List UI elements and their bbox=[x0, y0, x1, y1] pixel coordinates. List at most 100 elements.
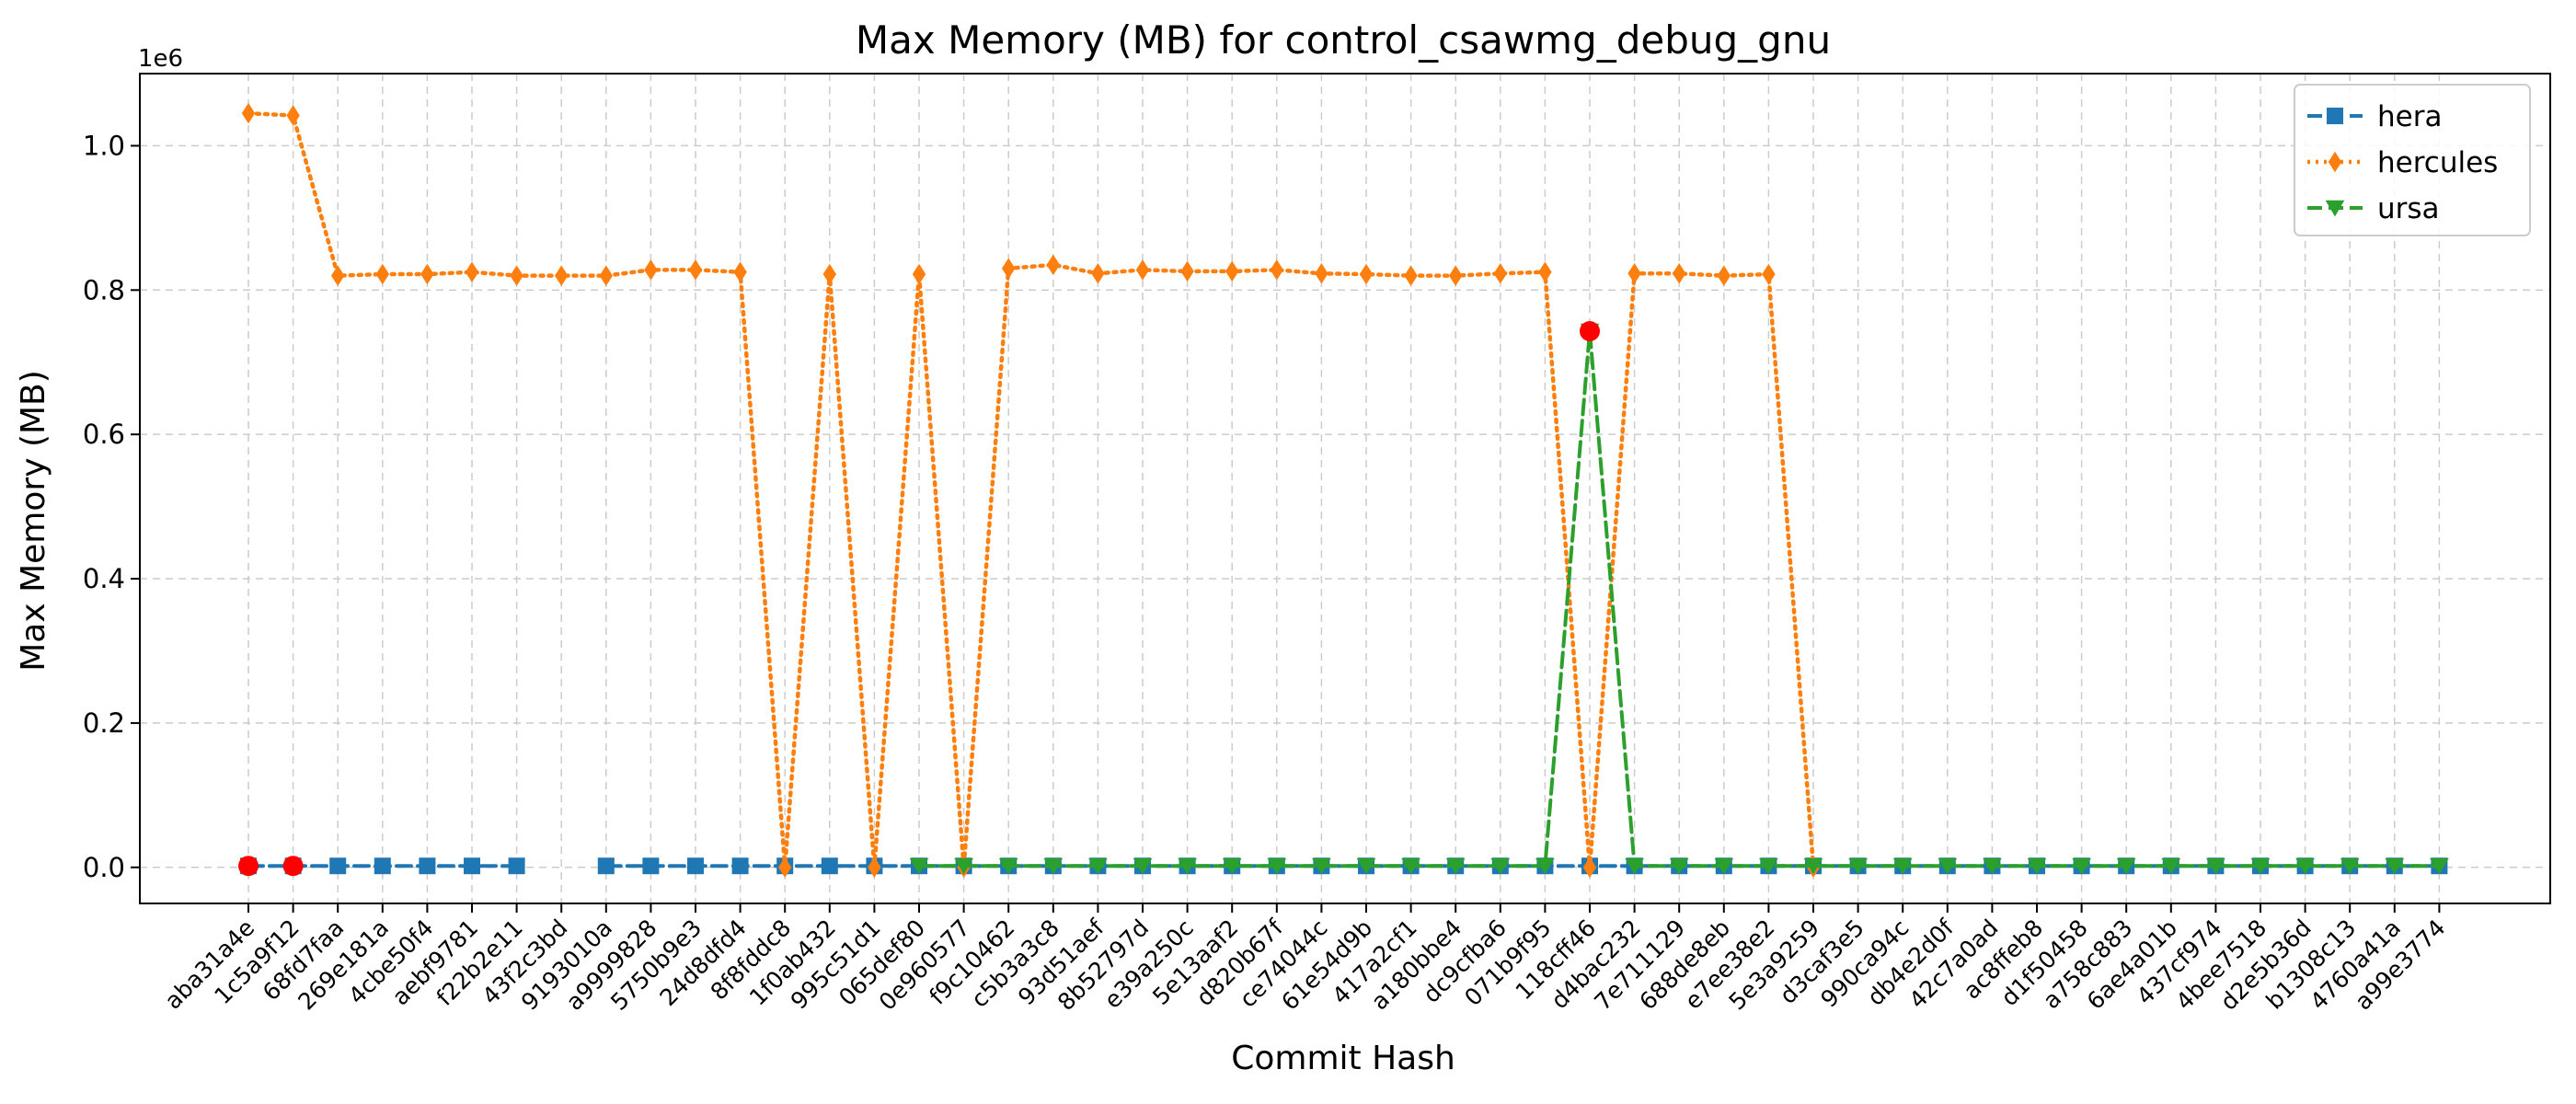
series-ursa bbox=[909, 323, 2449, 875]
data-point-hercules bbox=[733, 261, 747, 282]
data-point-hercules bbox=[868, 857, 881, 879]
y-tick-label: 0.8 bbox=[83, 274, 125, 305]
data-point-ursa bbox=[1803, 857, 1823, 875]
y-tick-label: 0.6 bbox=[83, 419, 125, 450]
data-point-ursa bbox=[2430, 857, 2449, 875]
data-point-hercules bbox=[1673, 263, 1686, 284]
data-point-ursa bbox=[1445, 857, 1466, 875]
data-point-hercules bbox=[1270, 259, 1283, 281]
data-point-hera bbox=[821, 857, 838, 875]
data-point-hercules bbox=[1538, 261, 1552, 282]
data-point-hercules bbox=[1091, 263, 1105, 284]
data-point-hercules bbox=[555, 265, 569, 286]
data-point-ursa bbox=[1043, 857, 1064, 875]
data-point-ursa bbox=[1401, 857, 1420, 875]
data-point-ursa bbox=[1312, 857, 1331, 875]
data-point-ursa bbox=[1535, 857, 1555, 875]
data-point-ursa bbox=[954, 857, 973, 875]
data-point-hera bbox=[642, 857, 660, 875]
plot-frame bbox=[139, 73, 2551, 904]
data-point-hercules bbox=[1002, 258, 1016, 280]
data-point-hercules bbox=[331, 265, 345, 286]
data-point-ursa bbox=[1759, 857, 1778, 875]
data-point-ursa bbox=[2027, 857, 2047, 875]
data-point-ursa bbox=[1222, 857, 1242, 875]
legend: hera hercules ursa bbox=[2294, 84, 2531, 236]
data-point-hera bbox=[329, 857, 347, 875]
data-point-hercules bbox=[1582, 857, 1597, 879]
data-point-ursa bbox=[2295, 857, 2315, 875]
y-tick-label: 1.0 bbox=[83, 130, 125, 161]
y-tick-label: 0.2 bbox=[83, 707, 125, 739]
data-point-hercules bbox=[1180, 260, 1194, 282]
data-point-ursa bbox=[1178, 857, 1197, 875]
data-point-hera bbox=[731, 857, 749, 875]
series-layer bbox=[238, 102, 2449, 879]
data-point-ursa bbox=[1938, 857, 1958, 875]
data-point-ursa bbox=[1669, 857, 1689, 875]
highlighted-points bbox=[238, 321, 1600, 877]
data-point-hera bbox=[464, 857, 480, 875]
y-tick-label: 0.4 bbox=[83, 563, 125, 594]
y-tick-label: 0.0 bbox=[83, 852, 125, 883]
data-point-ursa bbox=[1983, 857, 2002, 875]
data-point-hercules bbox=[1493, 263, 1507, 284]
y-axis-title: Max Memory (MB) bbox=[15, 370, 52, 672]
y-scale-label: 1e6 bbox=[138, 45, 183, 73]
data-point-ursa bbox=[2161, 857, 2181, 875]
data-point-ursa bbox=[1625, 857, 1644, 875]
data-point-hercules bbox=[510, 265, 523, 286]
data-point-ursa bbox=[1714, 857, 1734, 875]
grid-lines bbox=[140, 74, 2550, 903]
legend-box bbox=[2294, 84, 2531, 236]
data-point-hercules bbox=[1627, 263, 1641, 284]
highlighted-point bbox=[282, 856, 304, 877]
data-point-hercules bbox=[1046, 254, 1060, 276]
data-point-hercules bbox=[286, 105, 300, 126]
series-line-hercules bbox=[246, 110, 1816, 870]
data-point-ursa bbox=[1490, 857, 1511, 875]
data-point-hercules bbox=[465, 261, 479, 282]
legend-marker bbox=[2325, 200, 2345, 217]
legend-item-hercules: hercules bbox=[2307, 146, 2498, 179]
data-point-ursa bbox=[1133, 857, 1153, 875]
data-point-hercules bbox=[1449, 265, 1463, 286]
data-point-hera bbox=[687, 857, 704, 875]
data-point-ursa bbox=[1892, 857, 1913, 875]
data-point-ursa bbox=[1848, 857, 1868, 875]
data-point-ursa bbox=[2206, 857, 2225, 875]
highlighted-point bbox=[1580, 321, 1600, 342]
data-point-hercules bbox=[599, 265, 613, 286]
data-point-hercules bbox=[1225, 260, 1239, 282]
highlighted-point bbox=[238, 856, 259, 877]
chart-title: Max Memory (MB) for control_csawmg_debug… bbox=[856, 17, 1831, 63]
data-point-hercules bbox=[778, 857, 792, 879]
y-axis: 0.0 0.2 0.4 0.6 0.8 1.0 bbox=[83, 130, 140, 883]
data-point-hercules bbox=[1315, 263, 1328, 284]
data-point-ursa bbox=[2116, 857, 2136, 875]
legend-item-hera: hera bbox=[2307, 100, 2442, 133]
data-point-ursa bbox=[1088, 857, 1108, 875]
data-point-hera bbox=[374, 857, 391, 875]
data-point-hera bbox=[419, 857, 436, 875]
data-point-hercules bbox=[1359, 263, 1374, 285]
data-point-hercules bbox=[1717, 265, 1731, 286]
legend-marker bbox=[2328, 151, 2342, 173]
data-point-ursa bbox=[1267, 857, 1287, 875]
data-point-ursa bbox=[2340, 857, 2360, 875]
data-point-hera bbox=[508, 857, 525, 875]
data-point-hercules bbox=[420, 263, 434, 285]
legend-label: hera bbox=[2377, 100, 2442, 133]
data-point-ursa bbox=[1356, 857, 1376, 875]
data-point-hercules bbox=[688, 259, 703, 281]
data-point-hercules bbox=[241, 102, 256, 124]
data-point-hercules bbox=[644, 259, 658, 281]
data-point-hercules bbox=[375, 263, 389, 285]
data-point-ursa bbox=[2250, 857, 2271, 875]
legend-label: hercules bbox=[2377, 146, 2498, 179]
data-point-hercules bbox=[1762, 263, 1776, 285]
legend-marker bbox=[2327, 108, 2343, 124]
legend-label: ursa bbox=[2377, 192, 2440, 225]
data-point-ursa bbox=[2072, 857, 2091, 875]
